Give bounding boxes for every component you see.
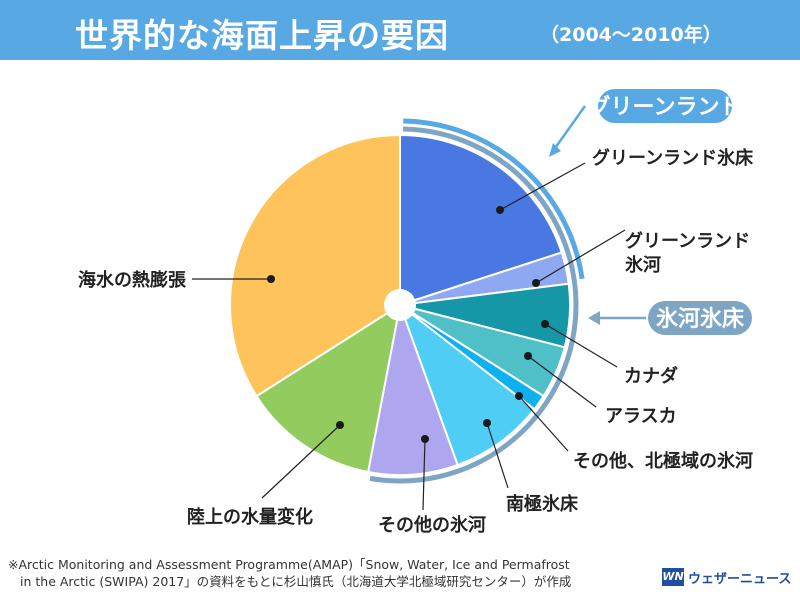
group-arc-2 [369,126,579,484]
group-arrowhead-1 [549,143,561,157]
leader-line-5 [518,395,569,452]
leader-line-7 [422,438,426,511]
slice-label-2: グリーンランド氷河 [625,230,750,276]
leader-dot-2 [532,279,540,287]
pie-slice-7 [366,301,459,476]
page-title: 世界的な海面上昇の要因 [75,16,449,55]
slice-label-6: 南極氷床 [506,493,579,515]
slice-label-4: アラスカ [605,406,677,427]
pie-slice-9 [229,133,401,398]
group-label-2: 氷河氷床 [656,306,745,332]
pie-slice-8 [255,302,402,474]
source-note-line-1: ※Arctic Monitoring and Assessment Progra… [8,557,570,572]
leader-line-2 [535,229,626,284]
slice-label-9: 海水の熱膨張 [78,269,187,291]
leader-dot-9 [267,275,275,283]
leader-dot-3 [541,320,549,328]
title-block: 世界的な海面上昇の要因 （2004〜2010年） [0,0,800,60]
leader-dot-8 [336,421,344,429]
slice-label-1: グリーンランド氷床 [592,147,754,169]
leader-line-3 [544,323,618,368]
leader-line-8 [261,424,341,499]
leader-line-6 [486,422,509,489]
logo-text: ウェザーニュース [688,572,792,587]
leader-dot-6 [483,419,491,427]
source-note-line-2: in the Arctic (SWIPA) 2017」の資料をもとに杉山慎氏（北… [20,574,572,589]
leader-line-1 [499,162,586,211]
leader-dot-4 [524,352,532,360]
leader-dot-5 [515,392,523,400]
slice-label-8: 陸上の水量変化 [187,506,313,528]
pie-slice-1 [399,133,563,307]
group-label-box-1 [598,89,732,123]
group-label-1: グリーンランド [589,94,742,120]
slice-label-3: カナダ [624,365,678,387]
weathernews-logo: WN ウェザーニュース [662,566,796,590]
leader-line-4 [527,355,597,408]
group-label-box-2 [648,301,752,335]
group-arc-1 [403,118,585,280]
leader-dot-1 [496,206,504,214]
pie-slice-6 [397,302,536,467]
slice-label-7: その他の氷河 [378,514,486,536]
source-note: ※Arctic Monitoring and Assessment Progra… [8,556,648,590]
center-hole [384,289,416,321]
period-label: （2004〜2010年） [540,24,722,46]
group-pointer-1 [551,105,587,152]
logo-mark: WN [662,568,684,586]
leader-dot-7 [421,435,429,443]
title-bar [0,0,800,60]
slice-label-5: その他、北極域の氷河 [573,450,753,472]
group-arrowhead-2 [588,311,600,325]
